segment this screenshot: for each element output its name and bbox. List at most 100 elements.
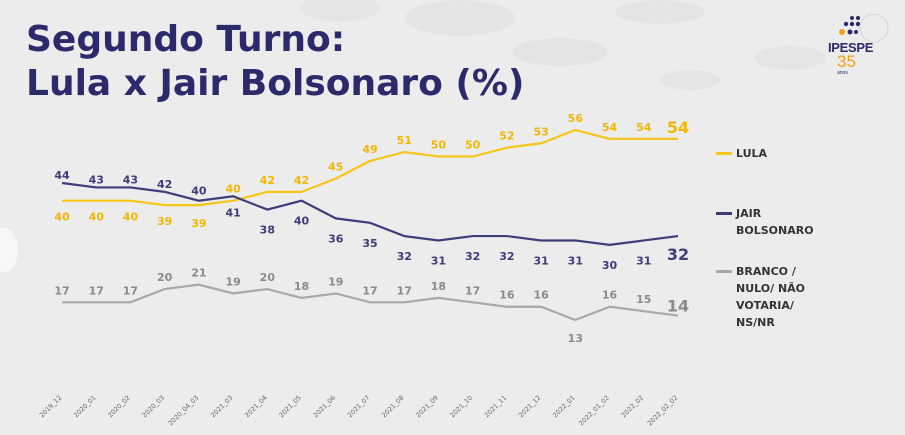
data-label-2-8: 19 <box>328 275 343 288</box>
data-label-1-13: 32 <box>499 250 514 263</box>
data-label-0-16: 54 <box>602 121 618 134</box>
x-tick-label-3: 2020_03 <box>141 394 167 420</box>
x-tick-label-10: 2021_08 <box>380 394 406 420</box>
data-label-2-6: 20 <box>260 271 276 284</box>
data-label-2-13: 16 <box>499 289 515 302</box>
legend-swatch-bolsonaro <box>716 212 732 215</box>
data-label-1-11: 31 <box>431 254 446 267</box>
legend-label-lula: LULA <box>736 147 768 160</box>
data-label-2-15: 13 <box>568 332 583 345</box>
data-label-2-14: 16 <box>533 289 549 302</box>
data-label-1-4: 40 <box>191 185 207 198</box>
logo-anniversary-sub: anos <box>837 70 848 76</box>
data-label-1-7: 40 <box>294 215 310 228</box>
data-label-0-13: 52 <box>499 130 514 143</box>
x-tick-label-18: 2022_02_02 <box>646 394 680 428</box>
data-label-1-8: 36 <box>328 232 344 245</box>
data-label-1-15: 31 <box>568 254 583 267</box>
logo-name: IPESPE <box>828 40 874 55</box>
x-tick-label-14: 2021_12 <box>517 394 543 420</box>
data-label-2-11: 18 <box>431 280 446 293</box>
ipespe-logo: IPESPE 35 anos <box>828 14 898 84</box>
data-label-0-2: 40 <box>123 211 139 224</box>
data-label-2-10: 17 <box>397 284 412 297</box>
series-1: 44 43 43 42 40 41 38 40 36 35 32 31 32 32 31 31 30 31 32 <box>54 169 689 272</box>
data-label-0-0: 40 <box>54 211 70 224</box>
x-tick-label-11: 2021_09 <box>414 394 440 420</box>
data-label-0-7: 42 <box>294 174 309 187</box>
data-label-0-11: 50 <box>431 139 447 152</box>
data-label-2-9: 17 <box>362 284 377 297</box>
legend-swatch-branco <box>716 270 732 273</box>
x-tick-label-5: 2021_03 <box>209 394 235 420</box>
series-line-2 <box>62 283 679 322</box>
x-tick-label-0: 2019_12 <box>38 394 64 420</box>
data-label-2-16: 16 <box>602 289 618 302</box>
data-label-0-9: 49 <box>362 143 377 156</box>
legend-item-bolsonaro: JAIR BOLSONARO <box>716 205 814 239</box>
series-line-1 <box>61 181 679 246</box>
data-label-2-4: 21 <box>191 267 206 280</box>
x-tick-label-9: 2021_07 <box>346 394 372 420</box>
data-label-0-4: 39 <box>191 217 206 230</box>
data-label-0-6: 42 <box>260 174 275 187</box>
data-label-1-3: 42 <box>157 178 172 191</box>
data-label-1-18: 32 <box>667 245 689 264</box>
data-label-0-8: 45 <box>328 161 343 174</box>
series-line-0 <box>62 128 678 207</box>
x-tick-label-8: 2021_06 <box>312 394 338 420</box>
x-tick-label-7: 2021_05 <box>277 394 303 420</box>
data-label-2-1: 17 <box>89 284 104 297</box>
data-label-1-5: 41 <box>225 206 240 219</box>
data-label-2-17: 15 <box>636 293 651 306</box>
data-label-0-3: 39 <box>157 215 172 228</box>
data-label-1-0: 44 <box>54 169 70 182</box>
data-label-2-18: 14 <box>667 297 689 316</box>
x-tick-label-4: 2020_04_03 <box>167 394 201 428</box>
page-title: Segundo Turno: Lula x Jair Bolsonaro (%) <box>26 18 524 106</box>
series-2: 17 17 17 20 21 19 20 18 19 17 17 18 17 16 16 13 16 15 14 <box>54 267 689 345</box>
data-label-1-16: 30 <box>602 259 618 272</box>
title-line-1: Segundo Turno: <box>26 19 346 60</box>
data-label-0-5: 40 <box>225 183 241 196</box>
data-label-2-12: 17 <box>465 284 480 297</box>
x-tick-label-17: 2022_02 <box>620 394 646 420</box>
x-tick-label-13: 2021_11 <box>483 394 509 420</box>
data-label-1-10: 32 <box>397 250 412 263</box>
title-line-2: Lula x Jair Bolsonaro (%) <box>26 63 525 104</box>
data-label-1-2: 43 <box>123 173 138 186</box>
logo-dots-icon <box>839 14 889 43</box>
data-label-0-1: 40 <box>89 211 105 224</box>
legend-item-branco: BRANCO / NULO/ NÃO VOTARIA/ NS/NR <box>716 263 816 331</box>
data-label-0-18: 54 <box>667 118 689 137</box>
logo-anniversary: 35 <box>837 52 856 71</box>
data-label-0-12: 50 <box>465 139 481 152</box>
legend-swatch-lula <box>716 152 732 155</box>
data-label-1-14: 31 <box>533 254 548 267</box>
data-label-0-10: 51 <box>397 134 412 147</box>
x-tick-label-6: 2021_04 <box>243 394 269 420</box>
x-tick-label-1: 2020_01 <box>72 394 98 420</box>
legend-label-bolsonaro: JAIR BOLSONARO <box>736 207 814 237</box>
data-label-1-9: 35 <box>362 237 377 250</box>
data-label-2-7: 18 <box>294 280 309 293</box>
data-label-1-12: 32 <box>465 250 480 263</box>
data-label-2-2: 17 <box>123 284 138 297</box>
data-label-1-6: 38 <box>260 224 275 237</box>
legend-label-branco: BRANCO / NULO/ NÃO VOTARIA/ NS/NR <box>736 265 806 329</box>
data-label-1-17: 31 <box>636 254 651 267</box>
x-tick-label-16: 2022_01_02 <box>577 394 611 428</box>
data-label-0-15: 56 <box>568 112 584 125</box>
x-tick-label-2: 2020_02 <box>106 394 132 420</box>
data-label-2-0: 17 <box>54 284 69 297</box>
legend: LULA JAIR BOLSONARO BRANCO / NULO/ NÃO V… <box>716 0 896 435</box>
series-0: 40 40 40 39 39 40 42 42 45 49 51 50 50 52 53 56 54 54 54 <box>54 112 689 230</box>
data-label-0-14: 53 <box>533 125 548 138</box>
data-label-2-5: 19 <box>225 275 240 288</box>
x-tick-label-15: 2022_01 <box>551 394 577 420</box>
x-tick-label-12: 2021_10 <box>449 394 475 420</box>
data-label-1-1: 43 <box>89 173 104 186</box>
data-label-0-17: 54 <box>636 121 652 134</box>
